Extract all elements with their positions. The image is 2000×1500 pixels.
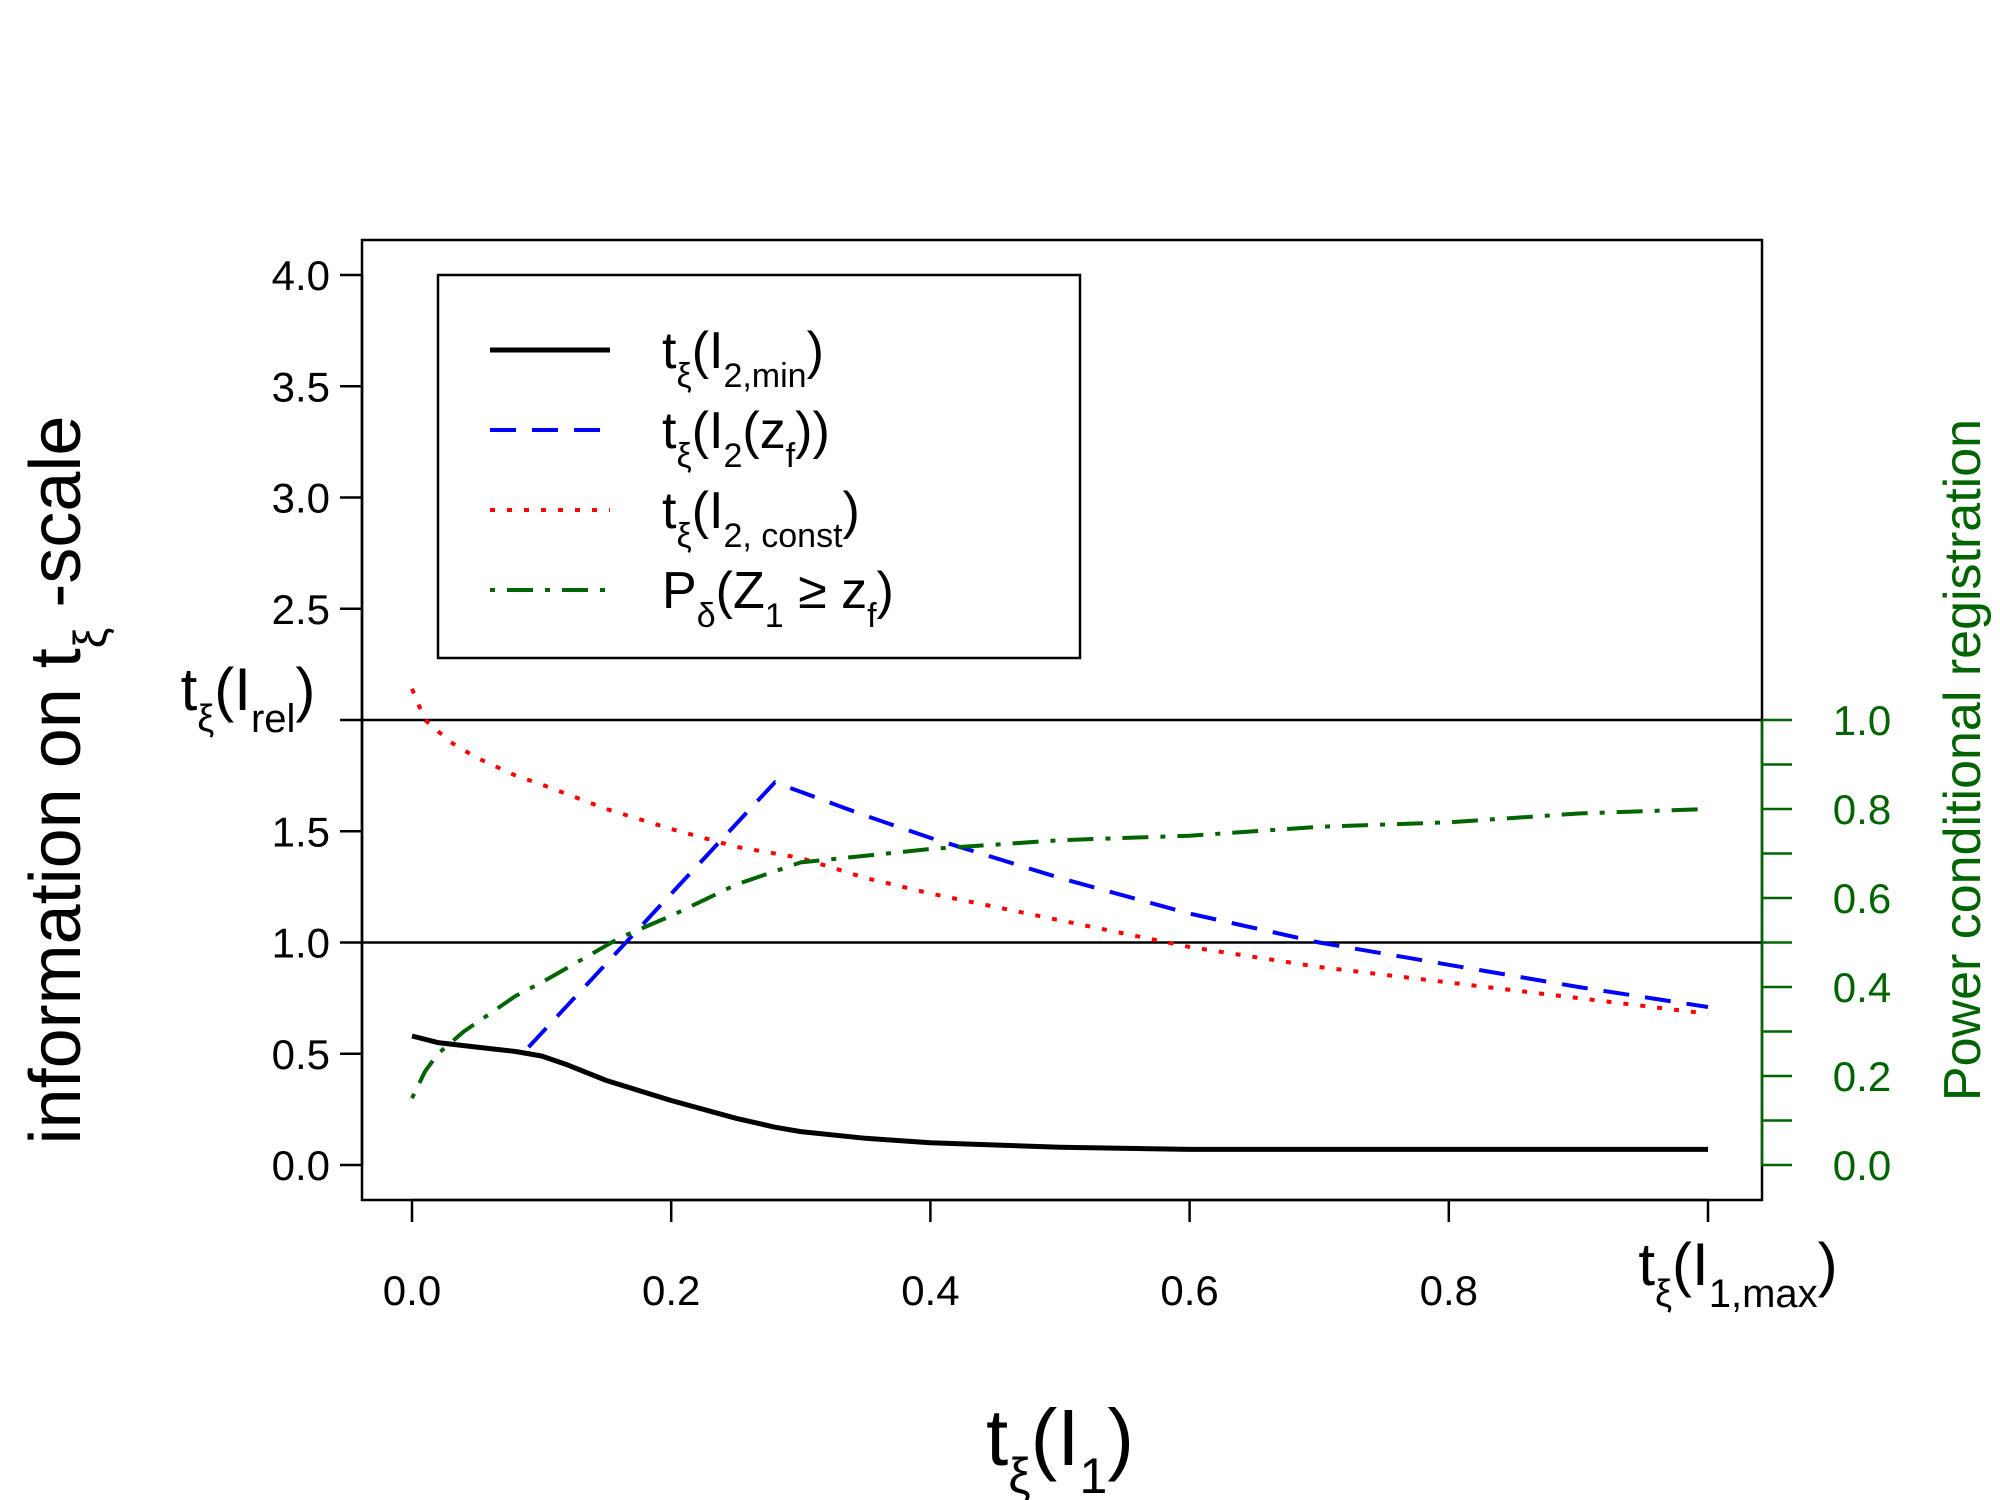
legend-label-1-part-5: f — [786, 437, 796, 475]
legend-label-0-part-0: t — [662, 322, 677, 380]
y-axis-left: 0.0 0.5 1.0 1.5 2.5 3.0 3.5 4.0 — [272, 252, 364, 1189]
y-special-label-paren: (I — [214, 656, 251, 723]
x-axis-title-sub: 1 — [1080, 1448, 1108, 1500]
y-tick-label-left-4: 2.5 — [272, 586, 330, 633]
x-axis-title-sub-xi: ξ — [1008, 1448, 1030, 1500]
legend-label-2-part-3: 2, const — [723, 517, 843, 555]
legend: tξ(I2,min)tξ(I2(zf))tξ(I2, const)Pδ(Z1 ≥… — [436, 273, 1082, 660]
legend-label-1-part-4: (z — [742, 402, 785, 460]
legend-label-1-part-3: 2 — [723, 437, 742, 475]
series-layer — [410, 688, 1709, 1152]
legend-label-2-part-6: ) — [843, 482, 860, 540]
y-tick-label-left-1: 0.5 — [272, 1031, 330, 1078]
legend-label-0: tξ(I2,min) — [662, 322, 824, 395]
y-axis-title-right: Power conditional registration — [1934, 419, 1992, 1101]
y-tick-label-right-1: 0.2 — [1833, 1053, 1891, 1100]
legend-label-2: tξ(I2, const) — [662, 482, 860, 555]
x-axis-title-close: ) — [1107, 1393, 1134, 1482]
legend-label-3-part-3: 1 — [765, 597, 784, 635]
y-tick-label-right-2: 0.4 — [1833, 964, 1891, 1011]
x-tick-label-0: 0.0 — [383, 1267, 441, 1314]
legend-label-2-part-1: ξ — [676, 517, 691, 555]
legend-label-2-part-0: t — [662, 482, 677, 540]
x-tick-label-2: 0.4 — [901, 1267, 959, 1314]
x-end-label-sub-xi: ξ — [1655, 1273, 1672, 1315]
legend-label-2-part-2: (I — [692, 482, 724, 540]
legend-label-3-part-6: ) — [877, 562, 894, 620]
x-tick-label-1: 0.2 — [642, 1267, 700, 1314]
reference-lines — [362, 718, 1762, 944]
x-axis-title-paren: (I — [1031, 1393, 1080, 1482]
y-special-label-sub-xi: ξ — [197, 698, 214, 740]
legend-label-1-part-6: )) — [795, 402, 830, 460]
legend-label-3-part-1: δ — [697, 597, 716, 635]
legend-label-1-part-0: t — [662, 402, 677, 460]
series-line-3 — [410, 807, 1709, 1100]
y-axis-title-left: information on tξ -scale — [16, 416, 116, 1145]
x-tick-label-3: 0.6 — [1160, 1267, 1218, 1314]
y-tick-label-left-0: 0.0 — [272, 1142, 330, 1189]
legend-label-1-part-2: (I — [692, 402, 724, 460]
y-tick-label-left-2: 1.0 — [272, 920, 330, 967]
legend-label-3-part-2: (Z — [716, 562, 765, 620]
series-line-2 — [410, 688, 1709, 1016]
series-line-0 — [411, 1033, 1708, 1152]
x-end-label-sub: 1,max — [1709, 1272, 1818, 1316]
legend-label-1: tξ(I2(zf)) — [662, 402, 830, 475]
y-special-label-sub-rel: rel — [251, 697, 295, 741]
y-special-label: tξ(Irel) — [181, 656, 316, 741]
y-tick-label-right-0: 0.0 — [1833, 1142, 1891, 1189]
legend-label-0-part-1: ξ — [676, 357, 691, 395]
legend-label-3-part-5: f — [867, 597, 877, 635]
legend-box — [436, 273, 1082, 660]
x-axis-title: tξ(I1) — [986, 1393, 1134, 1500]
y-axis-title-left-sub: ξ — [64, 628, 116, 649]
x-end-label-close: ) — [1818, 1231, 1838, 1298]
legend-label-3-part-0: P — [662, 562, 697, 620]
y-tick-label-left-7: 4.0 — [272, 252, 330, 299]
y-tick-label-left-5: 3.0 — [272, 475, 330, 522]
legend-label-0-part-3: 2,min — [723, 357, 806, 395]
y-axis-right: 0.0 0.2 0.4 0.6 0.8 1.0 — [1760, 697, 1891, 1189]
y-tick-label-left-6: 3.5 — [272, 363, 330, 410]
y-tick-label-right-4: 0.8 — [1833, 786, 1891, 833]
x-end-label: tξ(I1,max) — [1638, 1231, 1837, 1316]
legend-label-1-part-1: ξ — [676, 437, 691, 475]
y-tick-label-left-3: 1.5 — [272, 808, 330, 855]
series-line-1 — [527, 780, 1709, 1049]
y-tick-label-right-3: 0.6 — [1833, 875, 1891, 922]
x-end-label-paren: (I — [1672, 1231, 1709, 1298]
y-special-label-close: ) — [295, 656, 315, 723]
x-axis: 0.0 0.2 0.4 0.6 0.8 — [383, 1198, 1710, 1314]
legend-label-3: Pδ(Z1 ≥ zf) — [662, 562, 894, 635]
legend-label-0-part-6: ) — [807, 322, 824, 380]
y-tick-label-right-5: 1.0 — [1833, 697, 1891, 744]
x-tick-label-4: 0.8 — [1420, 1267, 1478, 1314]
legend-label-3-part-4: ≥ z — [784, 562, 867, 620]
legend-label-0-part-2: (I — [692, 322, 724, 380]
